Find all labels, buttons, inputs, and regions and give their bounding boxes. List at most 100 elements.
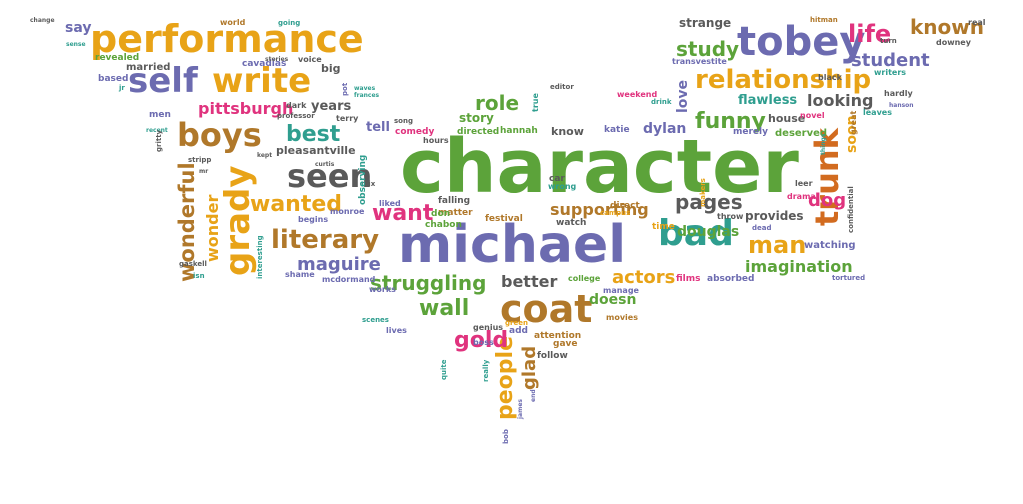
cloud-word-man: man — [748, 231, 806, 259]
cloud-word-song: song — [394, 117, 413, 125]
cloud-word-provides: provides — [745, 209, 804, 223]
cloud-word-attention: attention — [534, 331, 581, 341]
cloud-word-genius: genius — [473, 323, 503, 332]
cloud-word-men: men — [149, 110, 171, 120]
cloud-word-waves: waves — [354, 85, 376, 92]
cloud-word-tortured: tortured — [832, 274, 865, 282]
cloud-word-tobey: tobey — [737, 19, 865, 65]
cloud-word-coat: coat — [500, 287, 592, 331]
cloud-word-festival: festival — [485, 214, 523, 224]
cloud-word-self: self — [128, 61, 199, 101]
cloud-word-stripp: stripp — [188, 156, 211, 164]
cloud-word-dark: dark — [286, 101, 307, 110]
cloud-word-literary: literary — [271, 225, 379, 255]
cloud-word-bob: bob — [502, 429, 510, 444]
cloud-word-know: know — [551, 125, 584, 138]
cloud-word-bad: bad — [658, 213, 734, 254]
cloud-word-comedy: comedy — [395, 127, 434, 137]
cloud-word-interesting: interesting — [256, 235, 264, 279]
cloud-word-pittsburgh: pittsburgh — [198, 99, 293, 118]
cloud-word-really: really — [482, 359, 490, 382]
cloud-word-mix: mix — [361, 180, 376, 188]
cloud-word-real: real — [968, 18, 986, 27]
cloud-word-strange: strange — [679, 16, 731, 30]
cloud-word-works: works — [369, 285, 396, 294]
cloud-word-drink: drink — [651, 98, 672, 106]
cloud-word-pot: pot — [341, 82, 349, 96]
cloud-word-voice: voice — [298, 55, 322, 64]
cloud-word-maguire: maguire — [297, 254, 381, 275]
cloud-word-directed: directed — [457, 127, 499, 137]
cloud-word-supporting: supporting — [550, 200, 649, 219]
cloud-word-kept: kept — [257, 152, 272, 159]
cloud-word-best: best — [286, 122, 341, 147]
cloud-word-follow: follow — [537, 351, 568, 361]
cloud-word-hours: hours — [423, 136, 449, 145]
cloud-word-study: study — [676, 37, 739, 61]
cloud-word-makers: makers — [699, 178, 707, 207]
cloud-word-student: student — [851, 50, 930, 71]
cloud-word-glad: glad — [519, 346, 540, 390]
cloud-word-douglas: douglas — [677, 224, 739, 240]
cloud-word-absorbed: absorbed — [707, 274, 754, 284]
cloud-word-dead: dead — [752, 224, 772, 232]
cloud-word-funny: funny — [695, 109, 766, 134]
cloud-word-movies: movies — [606, 313, 638, 322]
cloud-word-imagination: imagination — [745, 257, 853, 276]
cloud-word-world: world — [220, 18, 246, 27]
cloud-word-throw: throw — [717, 212, 744, 221]
cloud-word-sense: sense — [66, 41, 86, 48]
cloud-word-add: add — [509, 326, 528, 336]
cloud-word-turn: turn — [880, 37, 897, 45]
cloud-word-writers: writers — [874, 68, 906, 77]
cloud-word-great: great — [849, 111, 858, 135]
cloud-word-novel: novel — [800, 111, 825, 120]
cloud-word-editor: editor — [550, 83, 574, 91]
cloud-word-life: life — [848, 20, 891, 48]
cloud-word-doesn: doesn — [589, 292, 636, 308]
cloud-word-character: character — [400, 124, 799, 210]
cloud-word-known: known — [910, 15, 984, 39]
cloud-word-years: years — [311, 99, 351, 114]
cloud-word-don: don — [431, 209, 450, 219]
cloud-word-mr: mr — [199, 168, 208, 175]
cloud-word-wrong: wrong — [548, 182, 577, 191]
cloud-word-campus: campus — [600, 209, 630, 217]
cloud-word-soon: soon — [844, 115, 860, 153]
cloud-word-frances: frances — [354, 92, 380, 99]
cloud-word-leer: leer — [795, 179, 813, 188]
cloud-word-black: black — [818, 73, 843, 82]
cloud-word-scenes: scenes — [362, 316, 389, 324]
cloud-word-cavadias: cavadias — [242, 59, 286, 69]
cloud-word-shame: shame — [285, 270, 315, 279]
cloud-word-gaskell: gaskell — [179, 260, 207, 268]
cloud-word-struggling: struggling — [370, 271, 486, 295]
cloud-word-wonder: wonder — [203, 195, 222, 262]
cloud-word-recent: recent — [146, 127, 168, 134]
cloud-word-observing: observing — [358, 155, 368, 205]
cloud-word-deserved: deserved — [775, 128, 827, 139]
cloud-word-james: james — [517, 399, 524, 420]
cloud-word-things: things — [820, 133, 827, 155]
cloud-word-story: story — [459, 111, 494, 125]
cloud-word-isn: isn — [193, 272, 205, 280]
cloud-word-merely: merely — [733, 127, 768, 137]
cloud-word-transvestite: transvestite — [672, 57, 727, 66]
cloud-word-grady: grady — [218, 165, 258, 276]
cloud-word-tell: tell — [366, 120, 390, 135]
cloud-word-true: true — [531, 93, 540, 112]
cloud-word-actors: actors — [612, 267, 675, 288]
cloud-word-performance: performance — [90, 17, 364, 61]
cloud-word-hannah: hannah — [500, 126, 538, 136]
cloud-word-curtis: curtis — [315, 161, 335, 168]
cloud-word-dylan: dylan — [643, 121, 686, 137]
cloud-word-revealed: revealed — [95, 53, 139, 63]
cloud-word-looking: looking — [807, 91, 873, 110]
cloud-word-drama: drama — [787, 192, 816, 201]
cloud-word-chabon: chabon — [425, 220, 462, 230]
cloud-word-katie: katie — [604, 125, 630, 135]
cloud-word-gritty: gritty — [155, 129, 163, 152]
cloud-word-boss: boss — [473, 338, 494, 347]
